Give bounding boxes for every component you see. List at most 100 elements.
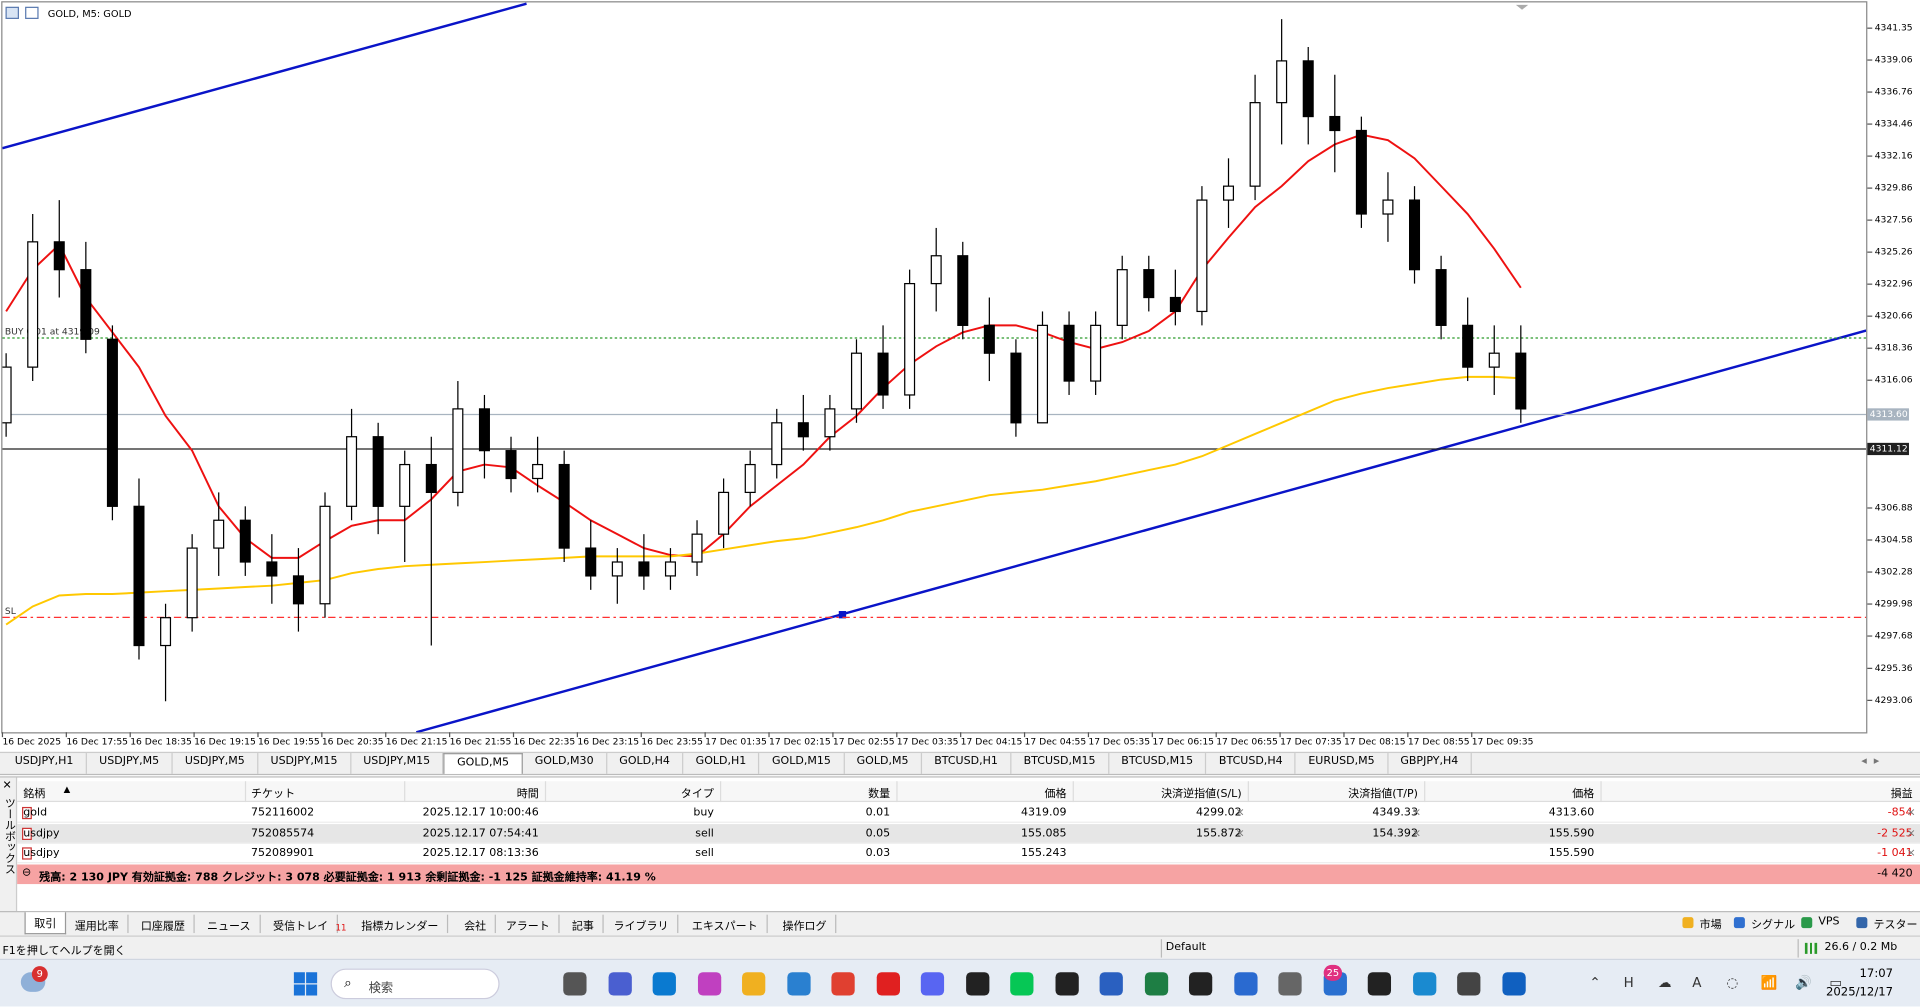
chart-tab[interactable]: EURUSD,M5 — [1296, 753, 1389, 774]
app-icon[interactable] — [1412, 972, 1436, 996]
terminal-tab[interactable]: 取引 — [24, 912, 67, 935]
close-order[interactable]: × — [1906, 806, 1916, 820]
order-cell: -2 525 — [1877, 827, 1913, 840]
chart-tab[interactable]: GOLD,M5 — [844, 753, 922, 774]
terminal-tab[interactable]: 操作ログ — [774, 914, 837, 934]
terminal-tab[interactable]: 運用比率 — [66, 914, 129, 934]
x-tick-label: 17 Dec 05:35 — [1088, 737, 1150, 748]
x-tick-label: 16 Dec 2025 — [2, 737, 61, 748]
tray-icon[interactable]: ▭ — [1829, 974, 1843, 991]
chart-tab[interactable]: USDJPY,M15 — [351, 753, 444, 774]
sort-arrow: ▲ — [63, 784, 71, 795]
tray-icon[interactable]: 📶 — [1760, 974, 1778, 991]
app-icon[interactable] — [1099, 972, 1123, 996]
app-icon[interactable] — [920, 972, 945, 996]
order-cell: 155.872 — [1196, 827, 1242, 840]
app-icon[interactable] — [1501, 972, 1526, 996]
chart-tab[interactable]: GBPJPY,H4 — [1388, 753, 1472, 774]
app-icon[interactable] — [1457, 972, 1481, 996]
y-tick-label: 4299.98 — [1875, 599, 1913, 610]
app-icon[interactable] — [607, 972, 632, 996]
chart-tab[interactable]: USDJPY,M5 — [173, 753, 259, 774]
chart-tab[interactable]: USDJPY,H1 — [2, 753, 87, 774]
app-icon[interactable] — [563, 972, 587, 996]
order-cell: 4349.33 — [1372, 806, 1418, 820]
app-icon[interactable] — [831, 972, 855, 996]
chart-tab[interactable]: GOLD,H1 — [683, 753, 760, 774]
terminal-tab[interactable]: 記事 — [563, 914, 604, 934]
y-tick-label: 4302.28 — [1875, 567, 1913, 578]
shift-marker — [1515, 4, 1529, 10]
app-icon[interactable] — [1188, 972, 1213, 996]
clear-button[interactable]: × — [1411, 806, 1422, 820]
clear-button[interactable]: × — [1235, 806, 1245, 820]
y-tick-label: 4297.68 — [1875, 631, 1913, 642]
terminal-tab[interactable]: 受信トレイ — [264, 914, 338, 934]
search-box[interactable]: ⌕ 検索 — [330, 968, 500, 1000]
x-tick-label: 16 Dec 22:35 — [514, 737, 576, 748]
order-row[interactable] — [17, 844, 1920, 864]
tool-button[interactable]: シグナル — [1751, 919, 1796, 932]
close-button[interactable]: ✕ — [2, 780, 12, 793]
app-icon[interactable] — [652, 972, 676, 996]
chart-tab[interactable]: USDJPY,M5 — [87, 753, 173, 774]
app-icon[interactable] — [1278, 972, 1302, 996]
clear-button[interactable]: × — [1235, 827, 1245, 840]
app-icon[interactable] — [965, 972, 989, 996]
chart-tab[interactable]: GOLD,M5 — [443, 753, 523, 774]
candle-body — [346, 436, 358, 507]
terminal-tab[interactable]: 会社 — [456, 914, 496, 934]
terminal-tab[interactable]: エキスパート — [683, 914, 768, 934]
chart-tab[interactable]: BTCUSD,M15 — [1109, 753, 1207, 774]
candle-body — [771, 422, 783, 466]
candle-body — [1249, 102, 1261, 187]
app-icon[interactable] — [876, 972, 900, 996]
tray-icon[interactable]: A — [1692, 974, 1702, 991]
tab-scroll[interactable]: ◂ ▸ — [1861, 755, 1880, 768]
app-icon[interactable] — [1144, 972, 1168, 996]
app-icon[interactable] — [742, 972, 766, 996]
trendline-anchor — [838, 611, 847, 619]
order-row[interactable] — [17, 803, 1920, 823]
chart-tab[interactable]: GOLD,M30 — [522, 753, 608, 774]
chart-icon — [25, 6, 39, 19]
app-icon[interactable] — [1054, 972, 1079, 996]
chart-tab[interactable]: GOLD,M15 — [760, 753, 845, 774]
chart-tabs: USDJPY,H1 USDJPY,M5 USDJPY,M5 USDJPY,M15 USD… — [0, 751, 1920, 776]
tray-icon[interactable]: ⌃ — [1589, 974, 1601, 991]
tool-icon — [1856, 917, 1868, 929]
tool-button[interactable]: VPS — [1818, 915, 1840, 929]
tool-button[interactable]: 市場 — [1699, 919, 1722, 932]
candle-body — [1036, 324, 1049, 424]
chart-tab[interactable]: USDJPY,M15 — [258, 753, 351, 774]
tray-icon[interactable]: ◌ — [1726, 974, 1739, 991]
app-icon[interactable] — [1010, 972, 1034, 996]
chart-tab[interactable]: BTCUSD,H4 — [1207, 753, 1297, 774]
tray-icon[interactable]: 🔊 — [1795, 974, 1812, 991]
tray-icon[interactable]: H — [1623, 974, 1634, 991]
order-icon — [22, 806, 32, 820]
x-tick-label: 17 Dec 06:55 — [1216, 737, 1278, 748]
app-icon[interactable] — [786, 972, 811, 996]
app-icon[interactable] — [697, 972, 721, 996]
terminal-tab[interactable]: ニュース — [198, 914, 261, 934]
x-tick-label: 17 Dec 07:35 — [1280, 737, 1342, 748]
clear-button[interactable]: × — [1411, 827, 1422, 840]
chart-tab[interactable]: GOLD,H4 — [607, 753, 684, 774]
tool-button[interactable]: テスター — [1873, 919, 1918, 932]
terminal-tab[interactable]: アラート — [497, 914, 560, 934]
close-order[interactable]: × — [1906, 827, 1916, 840]
chart-tab[interactable]: BTCUSD,H1 — [922, 753, 1012, 774]
app-icon[interactable] — [1367, 972, 1392, 996]
chart-tab[interactable]: BTCUSD,M15 — [1011, 753, 1110, 774]
x-tick-label: 17 Dec 03:35 — [897, 737, 959, 748]
terminal-tab[interactable]: 口座履歴 — [132, 914, 195, 934]
y-tick-label: 4295.36 — [1875, 663, 1913, 674]
terminal-tab[interactable]: 指標カレンダー — [353, 914, 449, 934]
start-button[interactable] — [293, 972, 318, 996]
order-row[interactable] — [17, 823, 1920, 844]
terminal-tab[interactable]: ライブラリ — [605, 914, 679, 934]
app-icon[interactable] — [1233, 972, 1257, 996]
tray-icon[interactable]: ☁ — [1657, 974, 1672, 991]
close-order[interactable]: × — [1906, 847, 1916, 860]
